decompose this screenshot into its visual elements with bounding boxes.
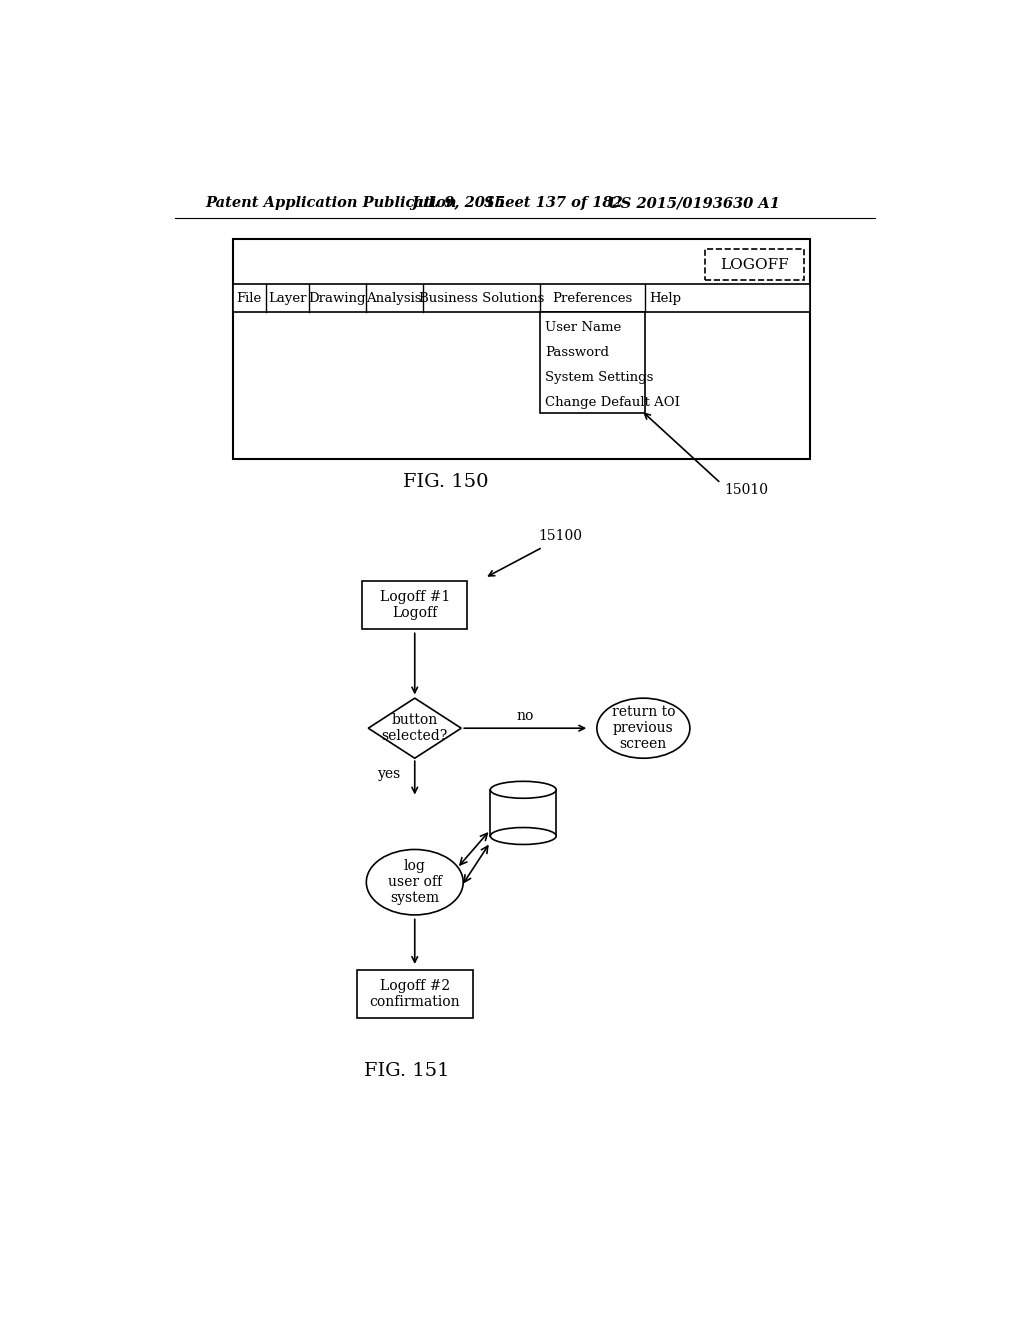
Text: Analysis: Analysis bbox=[367, 292, 422, 305]
Bar bbox=[541, 313, 645, 412]
Text: US 2015/0193630 A1: US 2015/0193630 A1 bbox=[608, 197, 780, 210]
Text: yes: yes bbox=[378, 767, 401, 781]
Text: File: File bbox=[237, 292, 262, 305]
Text: User Name: User Name bbox=[545, 321, 622, 334]
Text: Patent Application Publication: Patent Application Publication bbox=[206, 197, 457, 210]
Text: Drawing: Drawing bbox=[308, 292, 366, 305]
Ellipse shape bbox=[597, 698, 690, 758]
Text: Password: Password bbox=[545, 346, 609, 359]
Bar bbox=[362, 581, 467, 628]
Text: Logoff #1
Logoff: Logoff #1 Logoff bbox=[380, 590, 450, 620]
Text: Change Default AOI: Change Default AOI bbox=[545, 396, 680, 409]
Text: Layer: Layer bbox=[268, 292, 306, 305]
Polygon shape bbox=[369, 698, 461, 758]
Bar bbox=[232, 284, 810, 313]
Text: System Settings: System Settings bbox=[545, 371, 653, 384]
Text: Help: Help bbox=[649, 292, 681, 305]
Bar bbox=[356, 970, 473, 1018]
Ellipse shape bbox=[367, 850, 463, 915]
Bar bbox=[490, 789, 556, 836]
Text: FIG. 150: FIG. 150 bbox=[403, 473, 488, 491]
Text: log
user off
system: log user off system bbox=[388, 859, 441, 906]
Text: return to
previous
screen: return to previous screen bbox=[611, 705, 675, 751]
Text: Business Solutions: Business Solutions bbox=[419, 292, 544, 305]
Text: no: no bbox=[516, 709, 534, 723]
Text: FIG. 151: FIG. 151 bbox=[365, 1061, 450, 1080]
Bar bbox=[232, 239, 810, 459]
Text: Preferences: Preferences bbox=[553, 292, 633, 305]
Polygon shape bbox=[492, 789, 555, 799]
Text: button
selected?: button selected? bbox=[382, 713, 447, 743]
Text: 15010: 15010 bbox=[725, 483, 769, 496]
Ellipse shape bbox=[490, 781, 556, 799]
Bar bbox=[706, 249, 804, 280]
Text: Logoff #2
confirmation: Logoff #2 confirmation bbox=[370, 978, 460, 1008]
Text: Sheet 137 of 182: Sheet 137 of 182 bbox=[484, 197, 624, 210]
Text: 15100: 15100 bbox=[539, 529, 583, 543]
Ellipse shape bbox=[490, 828, 556, 845]
Text: LOGOFF: LOGOFF bbox=[720, 257, 788, 272]
Text: Jul. 9, 2015: Jul. 9, 2015 bbox=[411, 197, 505, 210]
